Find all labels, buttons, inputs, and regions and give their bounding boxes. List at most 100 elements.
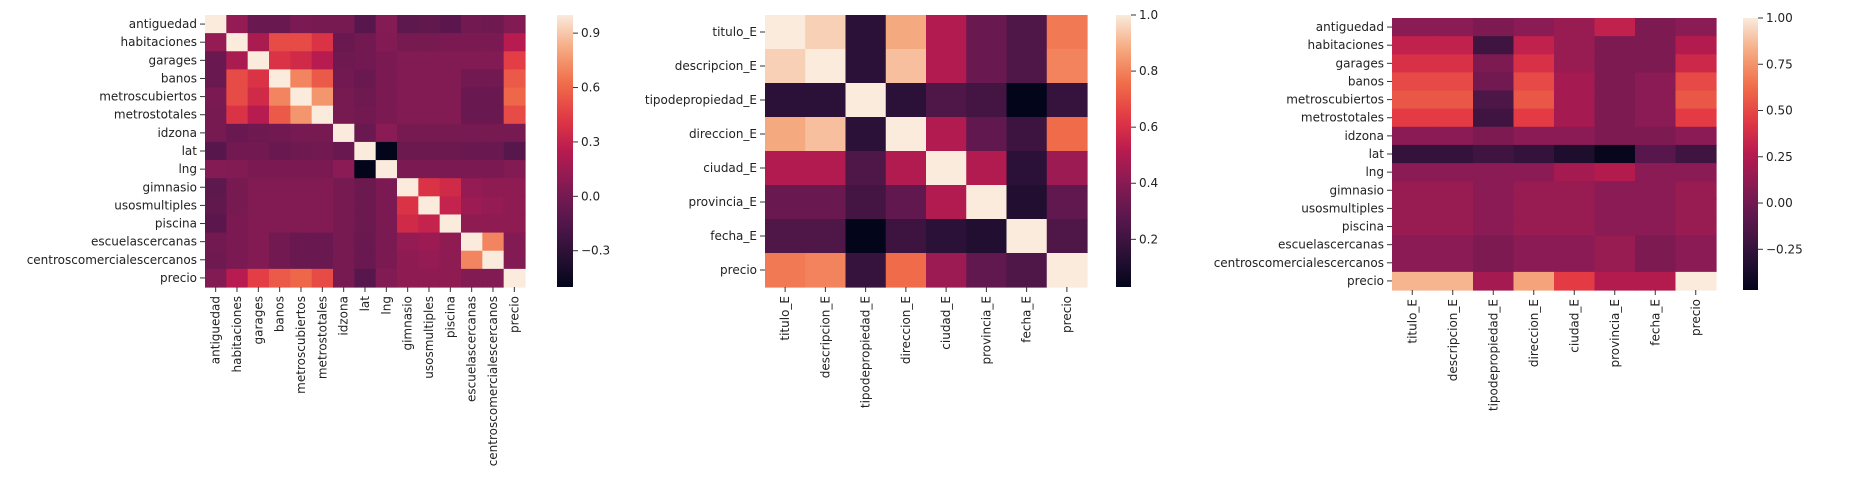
- heatmap-cell: [845, 151, 887, 186]
- heatmap-cell: [461, 214, 483, 234]
- heatmap-cell: [765, 151, 806, 186]
- heatmap-cell: [926, 185, 967, 220]
- heatmap-cell: [418, 87, 441, 107]
- heatmap-cell: [1392, 144, 1434, 164]
- heatmap-cell: [1675, 54, 1717, 73]
- heatmap-cell: [1594, 181, 1636, 200]
- heatmap-cell: [439, 33, 462, 52]
- heatmap-cell: [269, 178, 291, 197]
- heatmap-cell: [269, 268, 291, 288]
- heatmap-cell: [354, 87, 377, 107]
- heatmap-cell: [805, 151, 847, 186]
- colorbar-tick-label: 0.8: [1139, 64, 1158, 78]
- heatmap-cell: [397, 87, 419, 107]
- heatmap-cell: [418, 250, 441, 270]
- row-tick-label: idzona: [1344, 129, 1384, 143]
- heatmap-cell: [1675, 126, 1717, 146]
- heatmap-cell: [845, 117, 887, 152]
- heatmap-cell: [1594, 144, 1636, 164]
- heatmap-cell: [461, 69, 483, 89]
- heatmap-cell: [1046, 253, 1088, 288]
- heatmap-cell: [1594, 235, 1636, 255]
- heatmap-cell: [885, 117, 927, 152]
- heatmap-cell: [418, 51, 441, 70]
- heatmap-cell: [397, 196, 419, 216]
- heatmap-cell: [966, 219, 1008, 254]
- heatmap-cell: [290, 33, 313, 52]
- heatmap-cell: [354, 250, 377, 270]
- heatmap-cell: [397, 232, 419, 252]
- heatmap-cell: [1675, 144, 1717, 164]
- heatmap-cell: [482, 250, 505, 270]
- heatmap-cell: [226, 214, 249, 234]
- row-tick-label: idzona: [157, 126, 197, 140]
- heatmap-cell: [461, 196, 483, 216]
- heatmap-cell: [1006, 151, 1048, 186]
- heatmap-cell: [503, 196, 526, 216]
- heatmap-cell: [226, 141, 249, 161]
- heatmap-cell: [311, 105, 334, 125]
- heatmap-cell: [226, 160, 249, 179]
- heatmap-cell: [290, 250, 313, 270]
- heatmap-cell: [885, 151, 927, 186]
- heatmap-cell: [354, 141, 377, 161]
- row-tick-label: piscina: [155, 217, 197, 231]
- heatmap-cell: [333, 196, 355, 216]
- heatmap-cell: [461, 160, 483, 179]
- row-tick-label: metrostotales: [1301, 111, 1384, 125]
- heatmap-cell: [333, 51, 355, 70]
- heatmap-cell: [354, 51, 377, 70]
- heatmap-cell: [926, 83, 967, 118]
- heatmap-cell: [765, 117, 806, 152]
- heatmap-cell: [1635, 90, 1677, 110]
- heatmap-cell: [1432, 36, 1474, 55]
- heatmap-cell: [1432, 271, 1474, 291]
- heatmap-cell: [1432, 90, 1474, 110]
- heatmap-cell: [205, 87, 227, 107]
- heatmap-cell: [1432, 18, 1474, 37]
- heatmap-cell: [461, 178, 483, 197]
- heatmap-cell: [461, 268, 483, 288]
- heatmap-cell: [482, 51, 505, 70]
- colorbar: [1116, 15, 1131, 287]
- heatmap-cell: [311, 250, 334, 270]
- heatmap-cell: [439, 105, 462, 125]
- heatmap-cell: [1594, 199, 1636, 219]
- heatmap-cell: [205, 141, 227, 161]
- col-tick-label: lat: [358, 296, 372, 312]
- heatmap-cell: [885, 15, 927, 50]
- heatmap-cell: [205, 33, 227, 52]
- heatmap-cell: [845, 253, 887, 288]
- heatmap-cell: [205, 268, 227, 288]
- heatmap-cell: [439, 196, 462, 216]
- heatmap-cell: [247, 178, 270, 197]
- heatmap-cell: [482, 268, 505, 288]
- heatmap-cell: [926, 151, 967, 186]
- heatmap-cell: [1513, 90, 1555, 110]
- row-tick-label: piscina: [1342, 220, 1384, 234]
- heatmap-cell: [205, 214, 227, 234]
- row-tick-label: centroscomercialescercanos: [27, 253, 197, 267]
- heatmap-cell: [290, 232, 313, 252]
- colorbar-tick-label: 0.25: [1766, 150, 1793, 164]
- colorbar: [557, 15, 573, 287]
- row-tick-label: descripcion_E: [675, 59, 757, 73]
- heatmap-cell: [461, 232, 483, 252]
- heatmap-cell: [885, 83, 927, 118]
- col-tick-label: tipodepropiedad_E: [859, 296, 873, 408]
- heatmap-cell: [1392, 36, 1434, 55]
- heatmap-cell: [1675, 108, 1717, 128]
- heatmap-cell: [1046, 219, 1088, 254]
- heatmap-cell: [1473, 235, 1515, 255]
- heatmap-panel-3: antiguedad habitaciones garages banos metros…: [1214, 11, 1803, 411]
- col-tick-label: garages: [251, 296, 265, 345]
- heatmap-cell: [226, 250, 249, 270]
- heatmap-cell: [1473, 271, 1515, 291]
- heatmap-cell: [1675, 235, 1717, 255]
- heatmap-cell: [333, 160, 355, 179]
- col-tick-label: direccion_E: [899, 296, 913, 364]
- heatmap-cell: [482, 123, 505, 143]
- col-tick-label: usosmultiples: [422, 296, 436, 379]
- heatmap-cell: [1554, 72, 1596, 92]
- heatmap-cell: [418, 123, 441, 143]
